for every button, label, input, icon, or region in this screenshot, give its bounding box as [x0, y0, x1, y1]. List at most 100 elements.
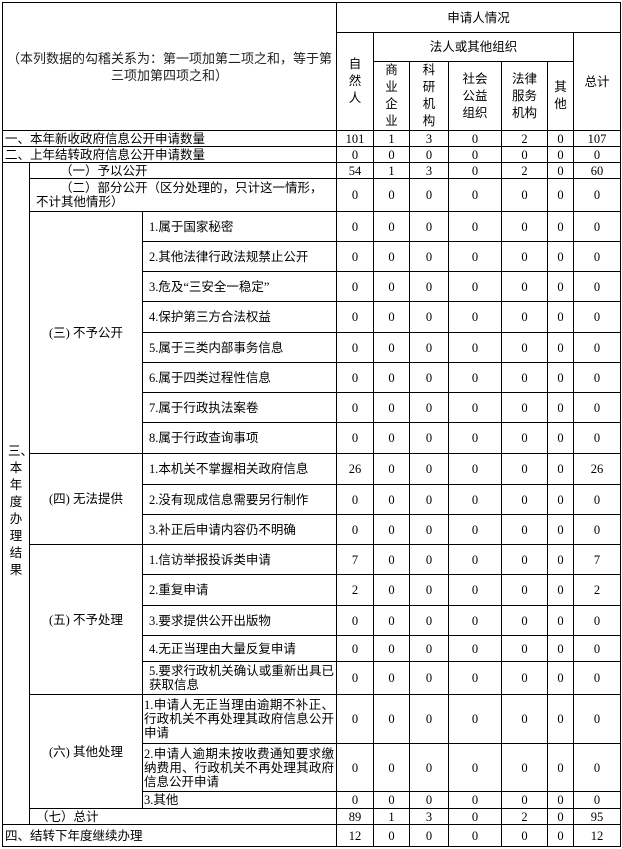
total-value: 0: [573, 694, 622, 744]
commercial-enterprise-value: 0: [373, 146, 411, 163]
natural-person-value: 0: [336, 332, 375, 363]
legal-service-org-header: 法律服务机构: [501, 61, 549, 131]
other-value: 0: [547, 392, 575, 423]
public-welfare-org-value: 0: [448, 544, 503, 575]
legal-service-org-value: 2: [501, 130, 549, 147]
research-institution-value: 0: [409, 574, 450, 606]
research-institution-value: 0: [409, 146, 450, 163]
commercial-enterprise-value: 0: [373, 301, 411, 333]
natural-person-value: 12: [336, 824, 375, 847]
other-value: 0: [547, 635, 575, 662]
total-value: 7: [573, 544, 622, 575]
public-welfare-org-value: 0: [448, 694, 503, 744]
table-row: 5.要求行政机关确认或重新出具已获取信息 0 0 0 0 0 0 0: [3, 661, 622, 695]
natural-person-value: 0: [336, 791, 375, 809]
research-institution-value: 0: [409, 694, 450, 744]
public-welfare-org-value: 0: [448, 392, 503, 423]
research-institution-value: 0: [409, 743, 450, 792]
commercial-enterprise-value: 0: [373, 453, 411, 485]
row-label: 2.其他法律行政法规禁止公开: [141, 241, 338, 272]
group-label: (三) 不予公开: [29, 211, 143, 454]
research-institution-value: 0: [409, 544, 450, 575]
total-value: 0: [573, 362, 622, 393]
natural-person-value: 0: [336, 422, 375, 454]
legal-service-org-value: 0: [501, 574, 549, 606]
other-value: 0: [547, 453, 575, 485]
legal-service-org-value: 0: [501, 241, 549, 272]
public-welfare-org-value: 0: [448, 332, 503, 363]
public-welfare-org-value: 0: [448, 271, 503, 302]
legal-service-org-value: 0: [501, 824, 549, 847]
table-row: 2.其他法律行政法规禁止公开 0 0 0 0 0 0 0: [3, 241, 622, 272]
legal-service-org-value: 0: [501, 178, 549, 212]
row-label: 3.补正后申请内容仍不明确: [141, 514, 338, 545]
natural-person-value: 0: [336, 484, 375, 515]
research-institution-value: 0: [409, 422, 450, 454]
commercial-enterprise-value: 1: [373, 130, 411, 147]
research-institution-value: 0: [409, 392, 450, 423]
table-row: (五) 不予处理 1.信访举报投诉类申请 7 0 0 0 0 0 7: [3, 544, 622, 695]
research-institution-value: 3: [409, 162, 450, 179]
other-value: 0: [547, 241, 575, 272]
commercial-enterprise-value: 0: [373, 544, 411, 575]
table-row: (六) 其他处理 1.申请人无正当理由逾期不补正、行政机关不再处理其政府信息公开申…: [3, 694, 622, 809]
other-value: 0: [547, 514, 575, 545]
natural-person-value: 0: [336, 362, 375, 393]
legal-org-header: 法人或其他组织: [373, 32, 575, 62]
public-welfare-org-value: 0: [448, 824, 503, 847]
other-value: 0: [547, 211, 575, 242]
legal-service-org-value: 0: [501, 605, 549, 636]
row-label: （一）予以公开: [28, 162, 338, 179]
natural-person-value: 26: [336, 453, 375, 485]
research-institution-value: 0: [409, 332, 450, 363]
table-row: 5.属于三类内部事务信息 0 0 0 0 0 0 0: [3, 332, 622, 363]
natural-person-value: 7: [336, 544, 375, 575]
commercial-enterprise-value: 1: [373, 162, 411, 179]
research-institution-header: 科研机构: [409, 61, 450, 131]
total-value: 2: [573, 574, 622, 606]
commercial-enterprise-value: 0: [373, 791, 411, 809]
other-value: 0: [547, 301, 575, 333]
legal-service-org-value: 0: [501, 422, 549, 454]
research-institution-value: 0: [409, 178, 450, 212]
legal-service-org-value: 0: [501, 211, 549, 242]
natural-person-value: 0: [336, 605, 375, 636]
other-value: 0: [547, 605, 575, 636]
commercial-enterprise-value: 0: [373, 178, 411, 212]
commercial-enterprise-value: 0: [373, 694, 411, 744]
table-row: 3.危及“三安全一稳定” 0 0 0 0 0 0 0: [3, 271, 622, 302]
research-institution-value: 0: [409, 514, 450, 545]
total-value: 0: [573, 484, 622, 515]
other-value: 0: [547, 178, 575, 212]
row-label: 2.重复申请: [141, 574, 338, 606]
commercial-enterprise-value: 1: [373, 808, 411, 825]
table-row: (四) 无法提供 1.本机关不掌握相关政府信息 26 0 0 0 0 0 26: [3, 453, 622, 545]
table-row: 一、本年新收政府信息公开申请数量 101 1 3 0 2 0 107: [1, 130, 622, 147]
public-welfare-org-value: 0: [448, 808, 503, 825]
table-row: 2.重复申请 2 0 0 0 0 0 2: [3, 574, 622, 606]
natural-person-header: 自然人: [336, 32, 375, 131]
research-institution-value: 0: [409, 661, 450, 695]
commercial-enterprise-value: 0: [373, 574, 411, 606]
table-row: 7.属于行政执法案卷 0 0 0 0 0 0 0: [3, 392, 622, 423]
public-welfare-org-value: 0: [448, 791, 503, 809]
other-value: 0: [547, 694, 575, 744]
research-institution-value: 0: [409, 453, 450, 485]
other-value: 0: [547, 824, 575, 847]
total-value: 0: [573, 392, 622, 423]
other-value: 0: [547, 544, 575, 575]
legal-service-org-value: 0: [501, 453, 549, 485]
research-institution-value: 3: [409, 808, 450, 825]
commercial-enterprise-value: 0: [373, 824, 411, 847]
commercial-enterprise-value: 0: [373, 392, 411, 423]
row-label: 2.没有现成信息需要另行制作: [141, 484, 338, 515]
row-label: 4.保护第三方合法权益: [141, 301, 338, 333]
row-label: 4.无正当理由大量反复申请: [141, 635, 338, 662]
total-value: 0: [573, 743, 622, 792]
table-row: 2.申请人逾期未按收费通知要求缴纳费用、行政机关不再处理其政府信息公开申请 0 0 0…: [3, 743, 622, 792]
commercial-enterprise-value: 0: [373, 241, 411, 272]
commercial-enterprise-value: 0: [373, 271, 411, 302]
row-label: 2.申请人逾期未按收费通知要求缴纳费用、行政机关不再处理其政府信息公开申请: [141, 743, 338, 792]
row-label: 5.要求行政机关确认或重新出具已获取信息: [141, 661, 338, 695]
